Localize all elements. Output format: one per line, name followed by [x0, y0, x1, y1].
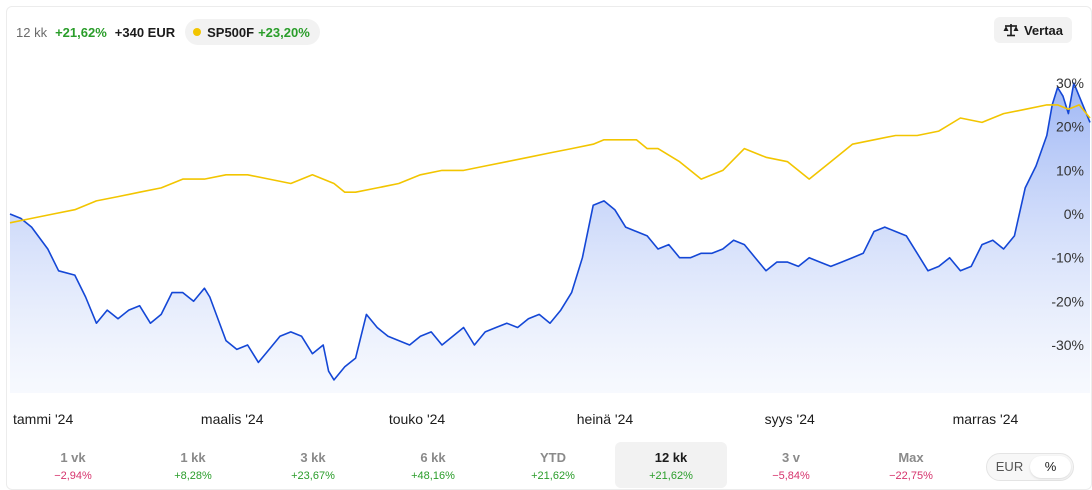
y-tick-label: -20% [1051, 293, 1084, 309]
benchmark-line [9, 104, 1091, 224]
x-tick-label: marras '24 [953, 411, 1019, 427]
compare-label: Vertaa [1023, 22, 1063, 38]
y-tick-label: 10% [1056, 162, 1084, 178]
tab-ytd[interactable]: YTD +21,62% [497, 442, 609, 488]
y-tick-label: -10% [1051, 250, 1084, 266]
tab-max[interactable]: Max −22,75% [855, 442, 967, 488]
x-tick-label: heinä '24 [577, 411, 634, 427]
y-tick-label: 0% [1064, 206, 1084, 222]
benchmark-pill[interactable]: SP500F +23,20% [185, 19, 320, 45]
tab-3-kk[interactable]: 3 kk +23,67% [257, 442, 369, 488]
period-tabs: 1 vk −2,94% 1 kk +8,28% 3 kk +23,67% 6 kk +48,1… [0, 436, 1092, 490]
compare-button[interactable]: Vertaa [993, 17, 1072, 43]
tab-change: −22,75% [889, 470, 933, 482]
y-tick-label: 30% [1056, 75, 1084, 91]
tab-label: YTD [540, 450, 566, 465]
tab-1-kk[interactable]: 1 kk +8,28% [137, 442, 249, 488]
period-label: 12 kk [16, 24, 48, 40]
performance-header: 12 kk +21,62% +340 EUR SP500F +23,20% [16, 18, 320, 46]
tab-change: −5,84% [772, 470, 810, 482]
x-tick-label: maalis '24 [201, 411, 264, 427]
tab-change: +21,62% [531, 470, 575, 482]
tab-change: +8,28% [174, 470, 212, 482]
tab-6-kk[interactable]: 6 kk +48,16% [377, 442, 489, 488]
fund-area [10, 83, 1090, 393]
period-return: +21,62% [55, 24, 107, 40]
x-tick-label: touko '24 [389, 411, 446, 427]
tab-label: 3 v [781, 450, 801, 465]
benchmark-return: +23,20% [258, 24, 310, 40]
benchmark-dot-icon [193, 28, 202, 36]
x-tick-label: tammi '24 [13, 411, 73, 427]
tab-change: −2,94% [54, 470, 92, 482]
benchmark-name: SP500F [207, 24, 255, 40]
scale-icon [1003, 23, 1019, 37]
tab-label: 1 kk [180, 450, 206, 465]
unit-option-percent[interactable]: % [1030, 456, 1071, 478]
y-tick-label: 20% [1056, 119, 1084, 135]
x-tick-label: syys '24 [765, 411, 815, 427]
unit-toggle: EUR % [986, 453, 1074, 481]
tab-label: 3 kk [300, 450, 326, 465]
tab-change: +23,67% [291, 470, 335, 482]
tab-3-v[interactable]: 3 v −5,84% [735, 442, 847, 488]
tab-change: +48,16% [411, 470, 455, 482]
tab-1-vk[interactable]: 1 vk −2,94% [17, 442, 129, 488]
tab-12-kk[interactable]: 12 kk +21,62% [615, 442, 727, 488]
absolute-return: +340 EUR [114, 24, 176, 40]
tab-label: 1 vk [60, 450, 86, 465]
unit-option-eur[interactable]: EUR [995, 459, 1024, 474]
performance-chart: 30% 20% 10% 0% -10% -20% -30% tammi '24 maalis … [9, 75, 1091, 427]
tab-change: +21,62% [649, 470, 693, 482]
fund-line [9, 82, 1091, 381]
tab-label: 12 kk [654, 450, 688, 465]
y-tick-label: -30% [1051, 337, 1084, 353]
tab-label: Max [898, 450, 924, 465]
tab-label: 6 kk [420, 450, 446, 465]
